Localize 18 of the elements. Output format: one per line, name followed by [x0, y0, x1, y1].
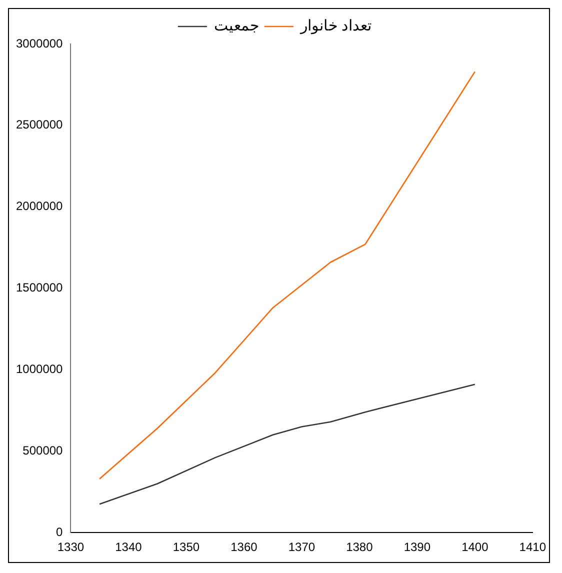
y-tick-label: 0	[56, 524, 64, 539]
x-tick-label: 1340	[115, 540, 142, 554]
y-tick-label: 3000000	[16, 36, 64, 50]
y-tick-label: 500000	[22, 443, 64, 458]
x-tick-label: 1370	[288, 540, 316, 554]
x-tick-label: 1390	[404, 540, 431, 554]
y-tick-label: 1500000	[16, 280, 64, 295]
x-tick-label: 1380	[346, 540, 374, 554]
legend-label: تعداد خانوار	[299, 18, 372, 35]
x-tick-label: 1350	[172, 540, 200, 554]
x-tick-label: 1400	[462, 540, 489, 554]
y-tick-label: 2500000	[16, 118, 64, 132]
legend-label: جمعیت	[214, 18, 259, 35]
x-tick-label: 1410	[519, 540, 546, 554]
y-tick-label: 1000000	[16, 362, 64, 376]
y-tick-label: 2000000	[16, 199, 64, 214]
x-tick-label: 1360	[230, 540, 258, 554]
x-tick-label: 1330	[57, 540, 84, 554]
